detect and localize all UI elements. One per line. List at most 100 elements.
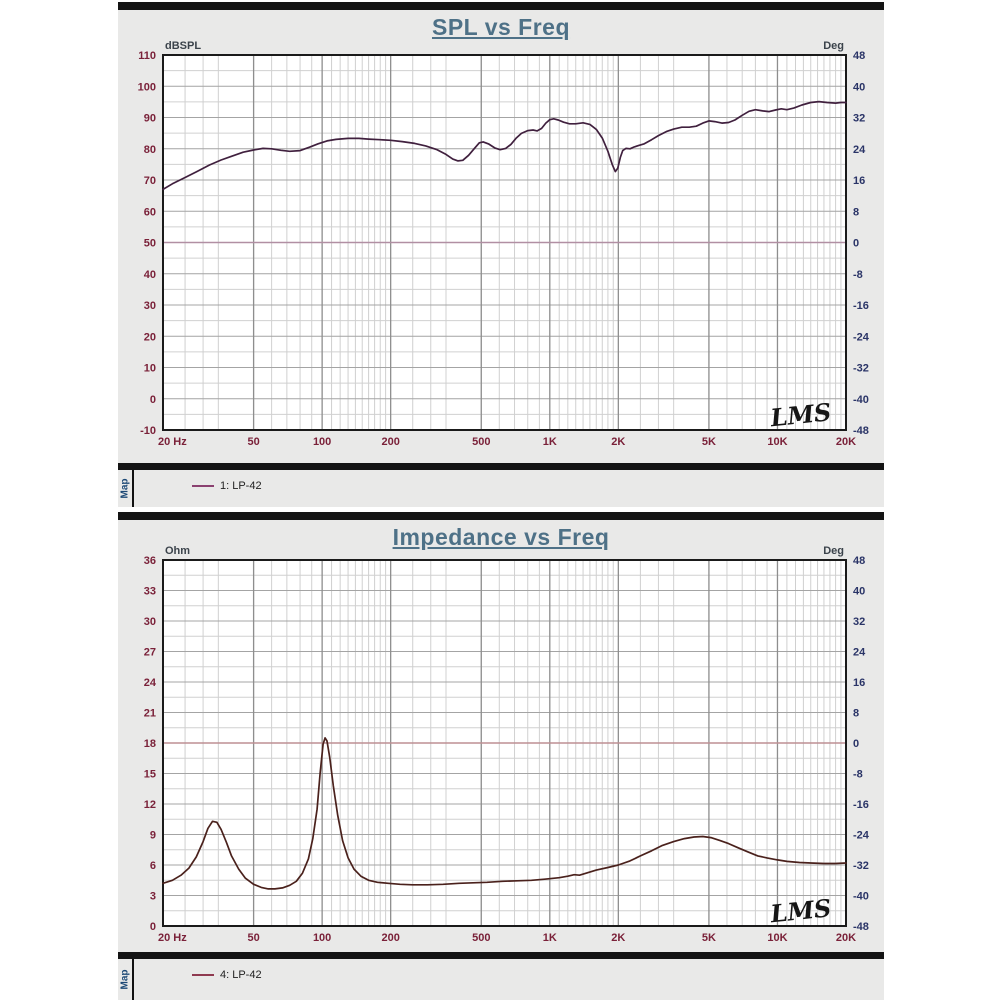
svg-text:2K: 2K: [611, 932, 625, 944]
svg-text:dBSPL: dBSPL: [165, 40, 201, 52]
svg-text:80: 80: [144, 144, 156, 156]
svg-text:100: 100: [138, 81, 156, 93]
svg-text:110: 110: [138, 50, 156, 62]
map-tab-label: Map: [119, 969, 131, 990]
svg-text:LMS: LMS: [768, 893, 832, 928]
impedance-legend-swatch: [192, 974, 214, 976]
svg-text:30: 30: [144, 300, 156, 312]
svg-text:5K: 5K: [702, 436, 716, 448]
svg-text:-24: -24: [853, 331, 870, 343]
svg-text:32: 32: [853, 113, 865, 125]
map-tab-label: Map: [119, 478, 131, 499]
svg-text:-32: -32: [853, 860, 869, 872]
svg-text:Deg: Deg: [823, 545, 844, 557]
svg-text:1K: 1K: [543, 932, 557, 944]
svg-text:200: 200: [381, 932, 399, 944]
svg-text:0: 0: [150, 394, 156, 406]
map-tab-top[interactable]: Map: [118, 470, 134, 507]
spl-panel: SPL vs Freq 110 100 90 80 70 60 50 40 30 20 10 0 -10…: [118, 10, 884, 463]
svg-text:Deg: Deg: [823, 40, 844, 52]
svg-text:70: 70: [144, 175, 156, 187]
impedance-chart-title: Impedance vs Freq: [392, 524, 610, 550]
svg-text:-16: -16: [853, 799, 869, 811]
spl-legend-strip: Map 1: LP-42: [118, 470, 884, 507]
svg-text:60: 60: [144, 206, 156, 218]
svg-text:20: 20: [144, 331, 156, 343]
svg-text:8: 8: [853, 708, 859, 720]
spl-chart-title: SPL vs Freq: [431, 14, 571, 40]
map-tab-bottom[interactable]: Map: [118, 959, 134, 1000]
svg-text:18: 18: [144, 738, 156, 750]
svg-text:-16: -16: [853, 300, 869, 312]
svg-text:100: 100: [313, 436, 331, 448]
svg-text:1K: 1K: [543, 436, 557, 448]
svg-text:-8: -8: [853, 269, 863, 281]
svg-text:500: 500: [472, 932, 490, 944]
svg-text:-24: -24: [853, 830, 870, 842]
svg-text:30: 30: [144, 616, 156, 628]
svg-text:15: 15: [144, 769, 156, 781]
svg-text:10: 10: [144, 363, 156, 375]
svg-text:50: 50: [247, 932, 259, 944]
svg-text:-40: -40: [853, 394, 869, 406]
svg-text:-48: -48: [853, 921, 869, 933]
impedance-chart: 3633302724211815129630484032241680-8-16-…: [144, 545, 870, 944]
svg-text:24: 24: [853, 647, 866, 659]
svg-text:48: 48: [853, 555, 865, 567]
svg-text:LMS: LMS: [768, 397, 832, 432]
svg-text:27: 27: [144, 647, 156, 659]
svg-text:20 Hz: 20 Hz: [158, 436, 187, 448]
svg-text:2K: 2K: [611, 436, 625, 448]
svg-text:90: 90: [144, 113, 156, 125]
impedance-legend-label: 4: LP-42: [220, 969, 262, 981]
svg-text:100: 100: [313, 932, 331, 944]
svg-text:10K: 10K: [767, 932, 787, 944]
svg-text:0: 0: [150, 921, 156, 933]
svg-text:50: 50: [247, 436, 259, 448]
svg-text:6: 6: [150, 860, 156, 872]
svg-text:40: 40: [853, 81, 865, 93]
svg-text:40: 40: [853, 586, 865, 598]
impedance-legend-strip: Map 4: LP-42: [118, 959, 884, 1000]
impedance-panel: Impedance vs Freq 36 33 30 27 24 21 18 15 12 9 6 3 0…: [118, 520, 884, 952]
svg-text:-10: -10: [140, 425, 156, 437]
svg-text:20K: 20K: [836, 436, 856, 448]
svg-text:16: 16: [853, 677, 865, 689]
svg-text:-8: -8: [853, 769, 863, 781]
svg-text:36: 36: [144, 555, 156, 567]
svg-text:21: 21: [144, 708, 156, 720]
spl-chart: 1101009080706050403020100-10484032241680…: [138, 40, 870, 448]
svg-text:9: 9: [150, 830, 156, 842]
svg-text:-32: -32: [853, 363, 869, 375]
spl-legend-label: 1: LP-42: [220, 480, 262, 492]
svg-text:0: 0: [853, 238, 859, 250]
impedance-legend-item: 4: LP-42: [192, 969, 262, 981]
svg-text:8: 8: [853, 206, 859, 218]
svg-text:33: 33: [144, 586, 156, 598]
svg-text:20 Hz: 20 Hz: [158, 932, 187, 944]
svg-text:200: 200: [381, 436, 399, 448]
svg-text:40: 40: [144, 269, 156, 281]
svg-text:5K: 5K: [702, 932, 716, 944]
impedance-separator-bar: [118, 952, 884, 959]
svg-text:20K: 20K: [836, 932, 856, 944]
svg-text:16: 16: [853, 175, 865, 187]
svg-text:3: 3: [150, 891, 156, 903]
svg-text:Ohm: Ohm: [165, 545, 190, 557]
spl-separator-bar: [118, 463, 884, 470]
svg-text:32: 32: [853, 616, 865, 628]
svg-text:10K: 10K: [767, 436, 787, 448]
svg-text:-48: -48: [853, 425, 869, 437]
spl-legend-item: 1: LP-42: [192, 480, 262, 492]
svg-text:24: 24: [144, 677, 157, 689]
svg-text:-40: -40: [853, 891, 869, 903]
top-frame-bar: [118, 2, 884, 10]
svg-text:500: 500: [472, 436, 490, 448]
svg-text:50: 50: [144, 238, 156, 250]
svg-text:48: 48: [853, 50, 865, 62]
spl-legend-swatch: [192, 485, 214, 487]
svg-text:0: 0: [853, 738, 859, 750]
impedance-frame-bar: [118, 512, 884, 520]
svg-text:12: 12: [144, 799, 156, 811]
